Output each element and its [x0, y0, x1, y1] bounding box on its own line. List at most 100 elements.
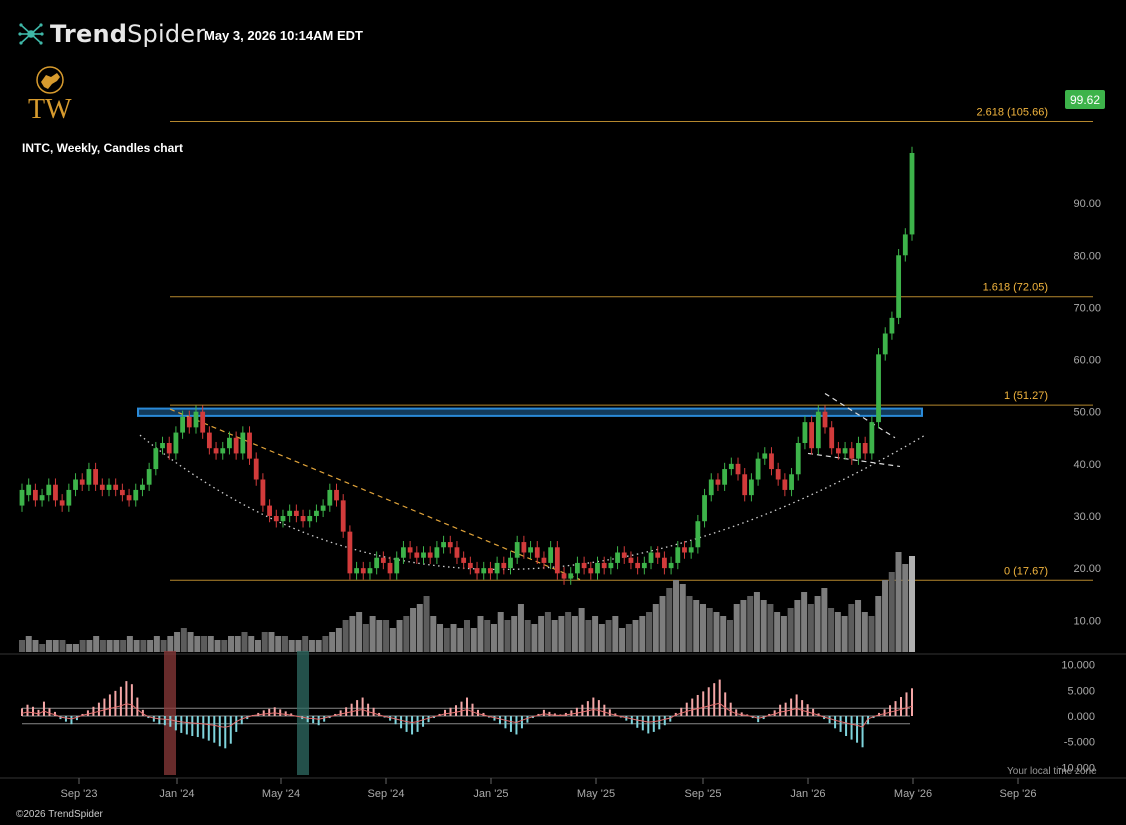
- volume-bar: [639, 616, 646, 652]
- candle-body: [106, 484, 112, 490]
- volume-bar: [32, 640, 39, 652]
- time-tick-label: Jan '26: [790, 788, 825, 800]
- candle-body: [488, 568, 493, 574]
- volume-bar: [659, 596, 666, 652]
- candle-body: [367, 568, 373, 574]
- volume-bar: [571, 616, 578, 652]
- volume-bar: [787, 608, 794, 652]
- volume-bar: [774, 612, 781, 652]
- volume-bar: [45, 640, 52, 652]
- volume-bar: [302, 636, 309, 652]
- candle-body: [481, 568, 487, 574]
- candle-body: [320, 505, 326, 511]
- candle-body: [146, 469, 152, 485]
- volume-bar: [268, 632, 275, 652]
- candle-body: [374, 557, 380, 569]
- volume-bar: [410, 608, 417, 652]
- volume-bar: [646, 612, 653, 652]
- osc-highlight-red: [164, 651, 176, 775]
- volume-bar: [214, 640, 221, 652]
- volume-bar: [497, 612, 504, 652]
- tw-logo: TW: [28, 66, 72, 124]
- price-tick-label: 80.00: [1073, 250, 1101, 262]
- volume-bar: [329, 632, 336, 652]
- volume-bar: [538, 616, 545, 652]
- candle-body: [755, 458, 761, 480]
- candle-body: [340, 500, 346, 532]
- symbol-label: INTC, Weekly, Candles chart: [22, 141, 183, 155]
- volume-bar: [396, 620, 403, 652]
- candle-body: [842, 448, 848, 454]
- candle-body: [327, 489, 333, 506]
- volume-bar: [86, 640, 93, 652]
- volume-bar: [464, 620, 470, 652]
- candle-body: [621, 552, 627, 558]
- time-axis: Sep '23 Jan '24 May '24 Sep '24 Jan '25 May '…: [0, 777, 1126, 800]
- candle-body: [595, 562, 600, 574]
- chart-timestamp: May 3, 2026 10:14AM EDT: [204, 28, 363, 43]
- candle-body: [447, 542, 453, 548]
- candle-body: [775, 469, 781, 480]
- candle-body: [748, 479, 754, 496]
- volume-bar: [39, 644, 46, 652]
- candle-body: [46, 484, 52, 496]
- candle-body: [93, 469, 99, 485]
- candle-body: [387, 562, 393, 574]
- volume-bar: [909, 556, 915, 652]
- candle-body: [902, 234, 908, 256]
- volume-bar: [679, 584, 686, 652]
- candle-body: [434, 547, 440, 558]
- candle-body: [53, 484, 58, 501]
- candle-body: [822, 411, 828, 428]
- volume-bar: [470, 628, 477, 652]
- price-tick-label: 30.00: [1073, 511, 1101, 523]
- candle-body: [334, 489, 339, 501]
- volume-bar: [760, 600, 767, 652]
- volume-bar: [52, 640, 59, 652]
- candle-body: [193, 411, 199, 428]
- candles: [19, 146, 915, 585]
- wedge-upper-line: [824, 392, 896, 439]
- candle-body: [862, 442, 868, 454]
- last-price-badge: 99.62: [1065, 90, 1105, 109]
- osc-tick-label: -5.000: [1064, 737, 1095, 749]
- volume-bar: [834, 612, 841, 652]
- candle-body: [909, 152, 915, 235]
- candle-body: [889, 317, 895, 334]
- price-tick-label: 40.00: [1073, 459, 1101, 471]
- candle-body: [220, 448, 226, 454]
- candle-body: [307, 515, 313, 522]
- volume-bar: [403, 616, 410, 652]
- candle-body: [581, 562, 587, 569]
- candle-body: [59, 500, 65, 506]
- volume-bar: [106, 640, 113, 652]
- volume-bar: [93, 636, 100, 652]
- volume-bar: [335, 628, 342, 652]
- wedge-lower-line: [807, 452, 901, 468]
- volume-bar: [248, 636, 255, 652]
- volume-bar: [821, 588, 828, 652]
- candle-body: [882, 333, 888, 355]
- candle-body: [722, 469, 728, 485]
- time-tick-label: May '25: [577, 788, 615, 800]
- time-tick-label: May '26: [894, 788, 932, 800]
- volume-bar: [605, 620, 612, 652]
- candle-body: [273, 515, 279, 522]
- volume-bar: [544, 612, 551, 652]
- candle-body: [300, 515, 306, 522]
- osc-tick-label: -10.000: [1058, 762, 1095, 774]
- brand-logo: TrendSpider: [18, 20, 205, 48]
- candle-body: [113, 484, 119, 490]
- volume-bar: [194, 636, 201, 652]
- candle-body: [548, 547, 554, 563]
- volume-bar: [383, 620, 390, 652]
- candle-body: [561, 573, 567, 579]
- candle-body: [675, 547, 681, 563]
- candle-body: [708, 479, 714, 496]
- volume-bar: [261, 632, 268, 652]
- candle-body: [160, 442, 165, 449]
- volume-bar: [875, 596, 882, 652]
- candle-body: [394, 557, 400, 574]
- volume-bar: [167, 636, 174, 652]
